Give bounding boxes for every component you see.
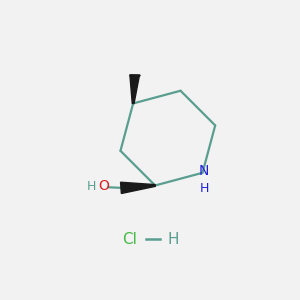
Polygon shape (121, 182, 155, 194)
Polygon shape (130, 75, 140, 104)
Text: O: O (99, 179, 110, 194)
Text: N: N (199, 164, 209, 178)
Text: Cl: Cl (122, 232, 136, 247)
Text: H: H (87, 180, 96, 193)
Text: H: H (199, 182, 209, 195)
Text: H: H (167, 232, 179, 247)
